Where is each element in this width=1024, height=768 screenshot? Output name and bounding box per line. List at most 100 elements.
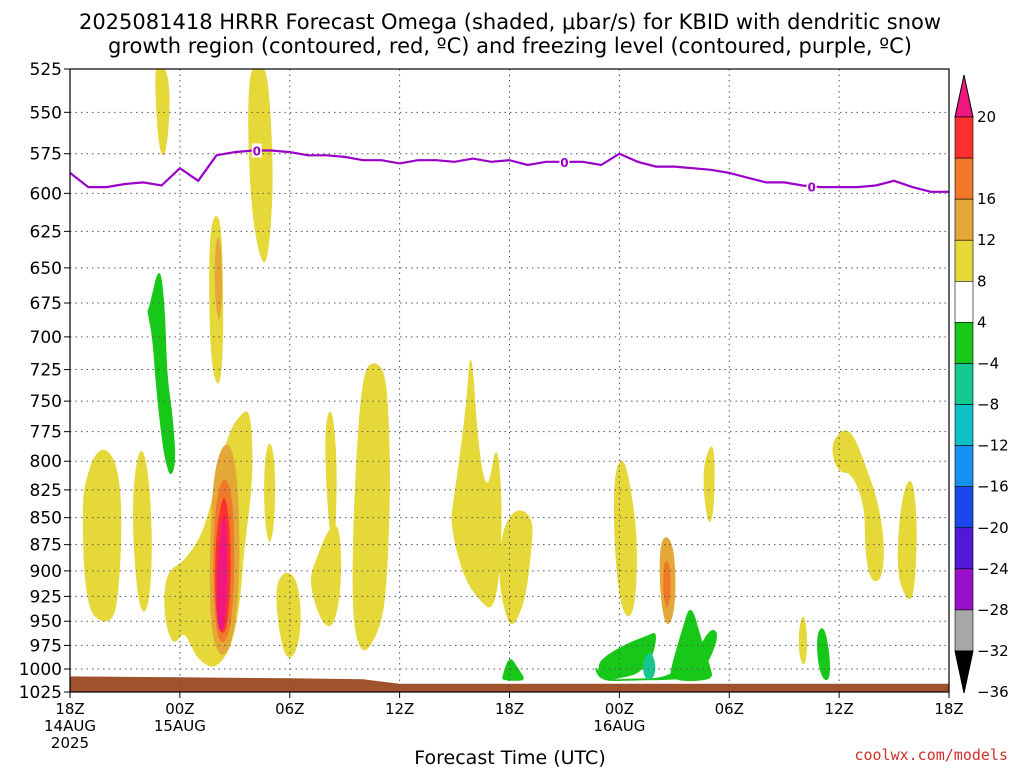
omega-region-16 [897,480,917,600]
freezing-level-line [70,149,949,193]
colorbar-label: −32 [977,642,1009,660]
omega-region-10 [352,363,390,651]
x-tick-label: 15AUG [154,717,206,735]
y-tick-label: 625 [30,222,62,242]
x-tick-label: 06Z [715,700,744,718]
x-tick-label: 18Z [495,700,524,718]
omega-region-28 [598,633,656,680]
chart-title-line-2: growth region (contoured, red, ºC) and f… [108,34,912,58]
omega-region-30 [817,628,830,681]
colorbar-label: 16 [977,190,996,208]
x-tick-label: 16AUG [593,717,645,735]
y-tick-label: 550 [30,103,62,123]
omega-region-6 [264,443,276,542]
x-tick-label: 00Z [605,700,634,718]
y-tick-label: 800 [30,452,62,472]
x-tick-label: 12Z [824,700,853,718]
omega-region-15 [832,430,884,582]
y-tick-label: 650 [30,259,62,279]
y-tick-label: 700 [30,328,62,348]
omega-region-25 [147,273,176,475]
omega-region-1 [132,450,152,612]
colorbar-band [954,157,974,200]
y-tick-label: 875 [30,536,62,556]
x-tick-label: 18Z [934,700,963,718]
colorbar-label: −20 [977,519,1009,537]
omega-shading [82,69,917,681]
y-tick-label: 675 [30,294,62,314]
colorbar-label: −12 [977,437,1009,455]
x-tick-label: 06Z [275,700,304,718]
omega-region-17 [798,616,808,665]
colorbar-label: 12 [977,231,996,249]
x-tick-label: 12Z [385,700,414,718]
colorbar: 20 16 12 8 4 −4 −8 −12 −16 −20 −24 −28 −32 −36 [954,74,1009,701]
chart-title-line-1: 2025081418 HRRR Forecast Omega (shaded, … [79,10,941,34]
freezing-label-bg-1 [559,154,570,169]
x-tick-label: 2025 [51,734,89,752]
y-tick-label: 575 [30,145,62,165]
y-tick-label: 1000 [19,660,62,680]
omega-region-8 [310,525,341,627]
colorbar-label: 20 [977,108,996,126]
y-tick-label: 725 [30,361,62,381]
colorbar-label: −8 [977,396,999,414]
y-tick-label: 925 [30,587,62,607]
colorbar-band [954,281,974,323]
colorbar-band [954,445,974,487]
colorbar-band [954,609,974,652]
colorbar-bottom-arrow [954,650,974,694]
omega-region-31 [643,653,656,680]
omega-region-19 [214,236,222,319]
colorbar-band [954,568,974,611]
x-tick-label: 00Z [165,700,194,718]
y-tick-label: 975 [30,636,62,656]
colorbar-band [954,527,974,570]
colorbar-band [954,322,974,364]
colorbar-label: −24 [977,560,1009,578]
colorbar-band [954,486,974,529]
colorbar-band [954,404,974,446]
colorbar-band [954,363,974,405]
colorbar-label: −16 [977,478,1009,496]
omega-region-13 [613,460,637,617]
y-tick-label: 775 [30,423,62,443]
omega-region-11 [451,359,502,608]
omega-region-26 [502,659,524,681]
colorbar-band [954,116,974,159]
omega-region-12 [499,510,533,625]
omega-region-0 [82,449,122,622]
colorbar-band [954,198,974,241]
y-tick-label: 950 [30,612,62,632]
colorbar-label: −28 [977,601,1009,619]
freezing-label-bg-0 [251,143,262,158]
omega-region-5 [248,69,273,263]
x-axis-label: Forecast Time (UTC) [414,747,605,768]
freezing-level-label: 0 [253,144,261,158]
y-tick-label: 850 [30,509,62,529]
omega-region-14 [703,446,715,522]
freezing-level-label: 0 [807,180,815,194]
y-tick-label: 825 [30,481,62,501]
colorbar-label: 8 [977,272,987,290]
colorbar-band [954,239,974,282]
site-credit: coolwx.com/models [854,746,1008,764]
colorbar-label: 4 [977,313,987,331]
y-tick-label: 900 [30,562,62,582]
colorbar-label: −36 [977,683,1009,701]
omega-region-9 [325,411,337,546]
x-tick-label: 14AUG [44,717,96,735]
x-tick-label: 18Z [55,700,84,718]
omega-region-29 [670,609,712,681]
y-tick-label: 525 [30,60,62,80]
plot-area [70,69,949,692]
omega-region-7 [276,572,301,658]
y-tick-label: 750 [30,392,62,412]
y-axis-ticks: 525 550 575 600 625 650 675 700 725 750 775 800 825 8… [19,60,70,703]
colorbar-top-arrow [954,74,974,118]
freezing-level: 0 0 0 [70,143,949,194]
y-tick-label: 1025 [19,683,62,703]
omega-region-2 [155,69,170,156]
